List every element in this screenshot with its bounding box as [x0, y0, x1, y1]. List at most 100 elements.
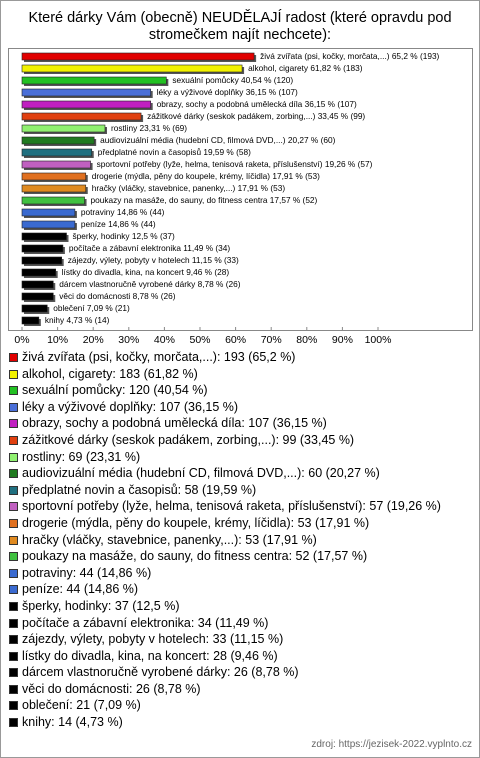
legend-item: rostliny: 69 (23,31 %) [9, 449, 471, 466]
legend-label: sportovní potřeby (lyže, helma, tenisová… [22, 499, 441, 514]
bar-label: šperky, hodinky 12,5 % (37) [73, 231, 175, 241]
bars: živá zvířata (psi, kočky, morčata,...) 6… [21, 51, 440, 326]
x-tick-label: 0% [14, 334, 29, 346]
legend-item: živá zvířata (psi, kočky, morčata,...): … [9, 349, 471, 366]
bar-label: peníze 14,86 % (44) [81, 219, 156, 229]
legend-label: audiovizuální média (hudební CD, filmová… [22, 466, 380, 481]
legend-item: předplatné novin a časopisů: 58 (19,59 %… [9, 482, 471, 499]
x-tick-label: 80% [296, 334, 317, 346]
x-tick-label: 40% [154, 334, 175, 346]
bar [21, 76, 167, 85]
legend-item: drogerie (mýdla, pěny do koupele, krémy,… [9, 515, 471, 532]
legend-item: knihy: 14 (4,73 %) [9, 714, 471, 731]
legend-swatch [9, 535, 18, 545]
legend-item: lístky do divadla, kina, na koncert: 28 … [9, 648, 471, 665]
legend-label: potraviny: 44 (14,86 %) [22, 565, 152, 580]
bar [21, 52, 255, 61]
bar-label: poukazy na masáže, do sauny, do fitness … [91, 195, 318, 205]
legend-swatch [9, 552, 18, 562]
legend-label: šperky, hodinky: 37 (12,5 %) [22, 598, 180, 613]
legend-swatch [9, 386, 18, 396]
legend-item: obrazy, sochy a podobná umělecká díla: 1… [9, 415, 471, 432]
chart-title: Které dárky Vám (obecně) NEUDĚLAJÍ rados… [28, 9, 451, 43]
bar-label: sexuální pomůcky 40,54 % (120) [172, 75, 293, 85]
legend-label: obrazy, sochy a podobná umělecká díla: 1… [22, 416, 327, 431]
x-tick-label: 30% [118, 334, 139, 346]
bar [21, 160, 91, 169]
bar [21, 292, 54, 301]
bar [21, 256, 62, 265]
bar-label: léky a výživové doplňky 36,15 % (107) [157, 87, 298, 97]
legend-item: počítače a zábavní elektronika: 34 (11,4… [9, 615, 471, 632]
legend-item: peníze: 44 (14,86 %) [9, 581, 471, 598]
legend-label: oblečení: 21 (7,09 %) [22, 698, 141, 713]
legend-swatch [9, 718, 18, 728]
x-tick-label: 100% [365, 334, 392, 346]
bar-label: předplatné novin a časopisů 19,59 % (58) [98, 147, 251, 157]
legend-item: sexuální pomůcky: 120 (40,54 %) [9, 382, 471, 399]
legend: živá zvířata (psi, kočky, morčata,...): … [9, 349, 471, 731]
bar [21, 220, 76, 229]
legend-item: audiovizuální média (hudební CD, filmová… [9, 465, 471, 482]
x-tick-label: 20% [83, 334, 104, 346]
legend-label: zájezdy, výlety, pobyty v hotelech: 33 (… [22, 632, 284, 647]
bar [21, 88, 151, 97]
legend-label: drogerie (mýdla, pěny do koupele, krémy,… [22, 515, 370, 530]
bar [21, 208, 76, 217]
bar [21, 316, 40, 325]
legend-label: počítače a zábavní elektronika: 34 (11,4… [22, 615, 269, 630]
legend-swatch [9, 601, 18, 611]
bar [21, 124, 106, 133]
legend-swatch [9, 618, 18, 628]
legend-label: předplatné novin a časopisů: 58 (19,59 %… [22, 482, 257, 497]
bar-label: lístky do divadla, kina, na koncert 9,46… [62, 267, 230, 277]
legend-swatch [9, 353, 18, 362]
legend-item: šperky, hodinky: 37 (12,5 %) [9, 598, 471, 615]
bar-label: počítače a zábavní elektronika 11,49 % (… [69, 243, 231, 253]
bar-label: audiovizuální média (hudební CD, filmová… [100, 135, 335, 145]
legend-label: hračky (vláčky, stavebnice, panenky,...)… [22, 532, 317, 547]
bar-label: drogerie (mýdla, pěny do koupele, krémy,… [92, 171, 320, 181]
bar [21, 100, 151, 109]
legend-label: dárcem vlastnoručně vyrobené dárky: 26 (… [22, 665, 299, 680]
legend-swatch [9, 452, 18, 462]
x-tick-label: 90% [332, 334, 353, 346]
bar [21, 184, 87, 193]
legend-label: lístky do divadla, kina, na koncert: 28 … [22, 648, 278, 663]
legend-swatch [9, 435, 18, 445]
bar [21, 136, 95, 145]
bar [21, 196, 85, 205]
bar-label: dárcem vlastnoručně vyrobené dárky 8,78 … [59, 279, 240, 289]
legend-swatch [9, 568, 18, 578]
source: zdroj: https://jezisek-2022.vyplnto.cz [311, 739, 472, 750]
legend-label: rostliny: 69 (23,31 %) [22, 449, 141, 464]
bar-label: hračky (vláčky, stavebnice, panenky,...)… [92, 183, 286, 193]
bar [21, 268, 56, 277]
legend-swatch [9, 485, 18, 495]
legend-swatch [9, 369, 18, 379]
legend-swatch [9, 585, 18, 595]
bar [21, 280, 54, 289]
bar [21, 64, 243, 73]
bar-label: obrazy, sochy a podobná umělecká díla 36… [157, 99, 357, 109]
legend-item: léky a výživové doplňky: 107 (36,15 %) [9, 399, 471, 416]
legend-label: léky a výživové doplňky: 107 (36,15 %) [22, 399, 239, 414]
x-tick-label: 60% [225, 334, 246, 346]
legend-label: živá zvířata (psi, kočky, morčata,...): … [22, 350, 296, 364]
legend-item: zážitkové dárky (seskok padákem, zorbing… [9, 432, 471, 449]
legend-item: sportovní potřeby (lyže, helma, tenisová… [9, 498, 471, 515]
legend-swatch [9, 518, 18, 528]
legend-label: alkohol, cigarety: 183 (61,82 %) [22, 366, 198, 381]
x-tick-label: 10% [47, 334, 68, 346]
bar-label: potraviny 14,86 % (44) [81, 207, 165, 217]
bar-label: sportovní potřeby (lyže, helma, tenisová… [97, 159, 373, 169]
legend-swatch [9, 651, 18, 661]
legend-item: zájezdy, výlety, pobyty v hotelech: 33 (… [9, 631, 471, 648]
legend-swatch [9, 419, 18, 429]
bar-label: rostliny 23,31 % (69) [111, 123, 187, 133]
legend-swatch [9, 635, 18, 645]
legend-label: knihy: 14 (4,73 %) [22, 715, 123, 730]
legend-item: poukazy na masáže, do sauny, do fitness … [9, 548, 471, 565]
